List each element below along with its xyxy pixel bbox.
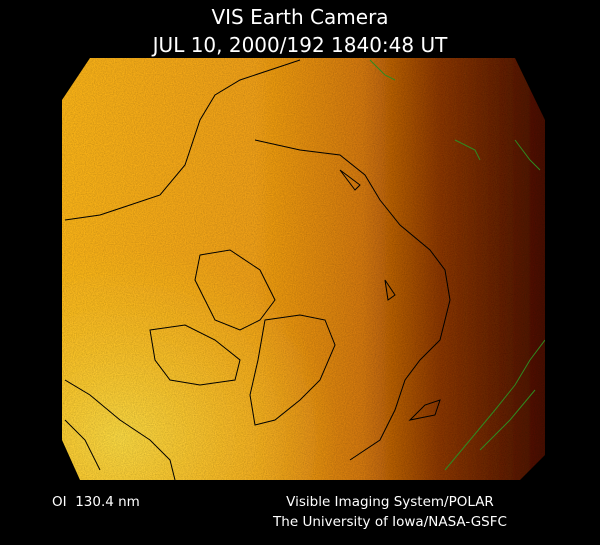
instrument-label: Visible Imaging System/POLAR xyxy=(286,494,494,510)
timestamp: JUL 10, 2000/192 1840:48 UT xyxy=(151,33,448,57)
institution-label: The University of Iowa/NASA-GSFC xyxy=(272,514,507,530)
title: VIS Earth Camera xyxy=(211,5,388,29)
coastlines xyxy=(64,59,451,480)
green-coastlines xyxy=(369,59,545,471)
filter-label: OI 130.4 nm xyxy=(52,494,140,510)
earth-image xyxy=(62,58,545,480)
